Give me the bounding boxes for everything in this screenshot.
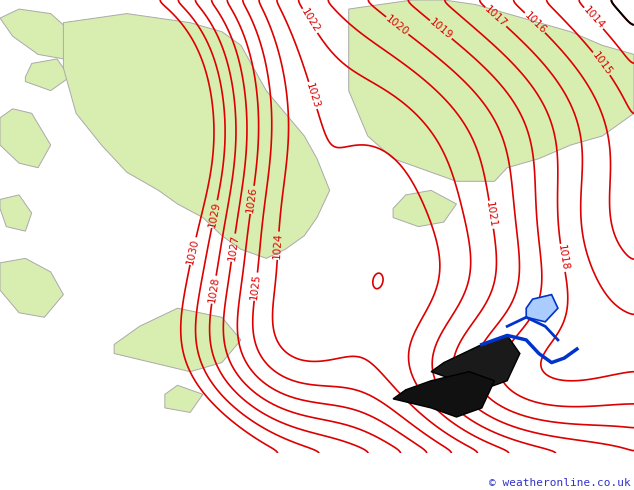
Text: 1028: 1028 <box>207 276 221 303</box>
Text: 1025: 1025 <box>249 273 262 300</box>
Text: 1027: 1027 <box>226 234 240 261</box>
Text: © weatheronline.co.uk: © weatheronline.co.uk <box>489 478 631 489</box>
Text: 1020: 1020 <box>384 14 411 38</box>
Polygon shape <box>0 195 32 231</box>
Text: Su 29-09-2024 12:00 UTC (18+114): Su 29-09-2024 12:00 UTC (18+114) <box>403 460 631 473</box>
Text: 1016: 1016 <box>522 10 548 35</box>
Polygon shape <box>25 59 70 91</box>
Polygon shape <box>0 9 76 59</box>
Text: 1026: 1026 <box>245 186 259 214</box>
Text: 1017: 1017 <box>482 4 509 29</box>
Text: 1030: 1030 <box>185 237 201 265</box>
Text: 1023: 1023 <box>304 81 321 109</box>
Text: Surface pressure [hPa] ECMWF: Surface pressure [hPa] ECMWF <box>3 462 203 474</box>
Text: 1014: 1014 <box>581 5 606 31</box>
Text: 1029: 1029 <box>207 200 222 228</box>
Polygon shape <box>393 371 495 417</box>
Text: 1018: 1018 <box>555 244 570 271</box>
Polygon shape <box>114 308 241 371</box>
Polygon shape <box>165 385 203 413</box>
Polygon shape <box>63 14 330 258</box>
Text: 1021: 1021 <box>484 201 498 228</box>
Polygon shape <box>349 0 634 181</box>
Polygon shape <box>431 335 520 390</box>
Polygon shape <box>393 190 456 226</box>
Polygon shape <box>0 258 63 318</box>
Text: 1019: 1019 <box>427 17 454 42</box>
Polygon shape <box>0 109 51 168</box>
Text: 1024: 1024 <box>272 232 284 259</box>
Text: 1022: 1022 <box>299 7 321 35</box>
Text: 1015: 1015 <box>590 50 614 77</box>
Polygon shape <box>526 294 558 322</box>
